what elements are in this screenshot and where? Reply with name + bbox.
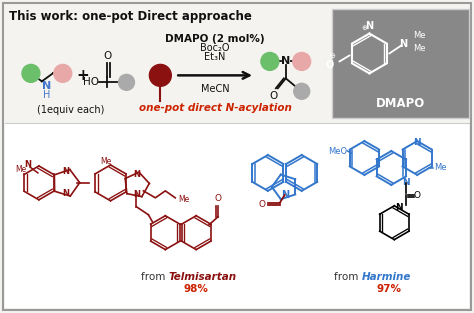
Text: +: + (76, 68, 89, 83)
Text: N: N (25, 161, 31, 169)
Text: ⊕: ⊕ (362, 24, 367, 31)
Text: Me: Me (413, 31, 426, 40)
Text: one-pot direct N-acylation: one-pot direct N-acylation (139, 103, 292, 113)
Text: DMAPO: DMAPO (376, 97, 425, 110)
Text: Et₃N: Et₃N (204, 53, 226, 62)
FancyBboxPatch shape (332, 9, 469, 118)
Text: N: N (281, 56, 291, 66)
Text: N: N (365, 21, 374, 31)
Text: Me: Me (413, 44, 426, 53)
Text: N: N (402, 178, 410, 187)
Text: MeCN: MeCN (201, 84, 229, 94)
Text: Me: Me (100, 157, 111, 167)
Text: DMAPO (2 mol%): DMAPO (2 mol%) (165, 33, 265, 44)
Text: Harmine: Harmine (362, 272, 411, 282)
Text: N: N (281, 190, 289, 200)
Circle shape (293, 53, 310, 70)
Text: Boc₂O: Boc₂O (201, 44, 230, 54)
Circle shape (118, 74, 135, 90)
Text: 98%: 98% (184, 285, 209, 295)
Text: O: O (326, 60, 334, 70)
Text: (1equiv each): (1equiv each) (37, 105, 104, 115)
Text: Me: Me (178, 195, 190, 204)
Text: H: H (43, 90, 51, 100)
Text: N: N (62, 189, 69, 198)
Text: N: N (42, 81, 52, 91)
FancyBboxPatch shape (3, 3, 471, 310)
Text: 97%: 97% (377, 285, 402, 295)
Text: ⊖: ⊖ (329, 54, 336, 59)
Circle shape (22, 64, 40, 82)
Text: N: N (133, 170, 140, 179)
Text: This work: one-pot Direct approache: This work: one-pot Direct approache (9, 10, 252, 23)
Text: from: from (141, 272, 168, 282)
Text: O: O (215, 194, 221, 203)
Text: N: N (395, 203, 403, 212)
Circle shape (54, 64, 72, 82)
Text: from: from (334, 272, 362, 282)
Text: Telmisartan: Telmisartan (168, 272, 237, 282)
Circle shape (149, 64, 171, 86)
Text: O: O (414, 191, 421, 200)
Text: N: N (62, 167, 69, 177)
Circle shape (261, 53, 279, 70)
Text: O: O (103, 51, 112, 61)
Text: N: N (399, 38, 407, 49)
Text: Me: Me (434, 163, 447, 172)
Text: N: N (133, 190, 140, 199)
Text: HO: HO (82, 77, 99, 87)
Text: O: O (270, 91, 278, 101)
FancyBboxPatch shape (5, 124, 469, 308)
Text: Me: Me (15, 166, 27, 174)
Text: O: O (258, 200, 265, 209)
Text: MeO: MeO (328, 146, 347, 156)
Circle shape (294, 83, 310, 99)
Text: N: N (413, 138, 421, 146)
